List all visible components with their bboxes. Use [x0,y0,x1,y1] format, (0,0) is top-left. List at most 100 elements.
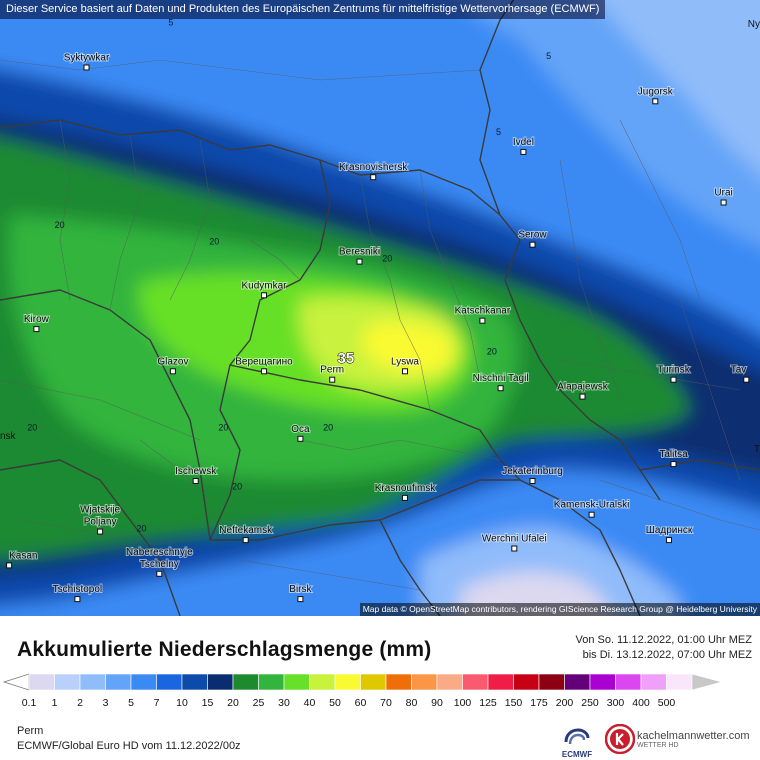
scale-swatch [360,673,387,691]
scale-tick-label: 20 [227,697,239,709]
scale-end-arrow [691,673,723,691]
scale-swatch [54,673,81,691]
scale-swatch [105,673,132,691]
city-label: Kasan [9,550,37,561]
forecast-period: Von So. 11.12.2022, 01:00 Uhr MEZ bis Di… [575,633,752,663]
city-marker[interactable]: Kasan [6,549,38,569]
city-label: Perm [320,365,344,376]
scale-tick-label: 300 [606,697,625,709]
city-label: Jekaterinburg [502,466,563,477]
legend-title: Akkumulierte Niederschlagsmenge (mm) [17,638,432,661]
city-marker[interactable]: Kamensk-Uralski [553,499,630,518]
city-label: Tschistopol [53,584,102,595]
scale-swatch [513,673,540,691]
scale-swatch [538,673,565,691]
city-dot [588,511,595,518]
scale-swatch [487,673,514,691]
city-marker[interactable]: Jekaterinburg [501,465,564,484]
ecmwf-service-banner: Dieser Service basiert auf Daten und Pro… [0,0,606,19]
city-label: Ischewsk [175,466,217,477]
city-marker[interactable]: Neftekamsk [218,524,274,544]
city-marker[interactable]: Alapajewsk [556,381,610,400]
scale-tick-label: 100 [453,697,472,709]
brand-name[interactable]: kachelmannwetter.com [637,730,750,742]
scale-swatch [79,673,106,691]
edge-label: T [754,444,760,455]
city-marker[interactable]: Krasnoufimsk [374,482,437,501]
city-dot [97,528,104,535]
scale-swatch [130,673,157,691]
contour-label: 20 [382,254,392,264]
city-dot [74,596,81,603]
scale-swatch [258,673,285,691]
city-marker[interactable]: Talitsa [658,448,689,468]
map-attribution[interactable]: Map data © OpenStreetMap contributors, r… [359,603,760,616]
city-marker[interactable]: Krasnovishersk [338,161,409,181]
city-marker[interactable]: Syktywkar [63,52,111,71]
city-marker[interactable]: Werchni Ufalei [481,533,548,552]
city-marker[interactable]: Nischni Tagil [472,372,530,392]
city-dot [529,241,536,248]
city-label: Krasnoufimsk [375,483,437,494]
contour-label: 20 [137,524,147,534]
scale-swatch [615,673,642,691]
city-marker[interactable]: Katschkanar [454,305,512,324]
edge-labels: Ny nsk T [0,19,760,455]
scale-tick-label: 30 [278,697,290,709]
city-marker[interactable]: Tav [730,364,750,383]
scale-swatch [156,673,183,691]
city-marker[interactable]: Birsk [288,583,314,603]
scale-tick-label: 150 [504,697,523,709]
scale-tick-label: 5 [128,697,134,709]
city-marker[interactable]: Tschistopol [52,583,103,603]
city-marker[interactable]: Serow [517,229,548,248]
city-marker[interactable]: Верещагино [234,355,294,375]
contour-label: 20 [487,346,497,356]
scale-tick-labels: 0.1 1 2 3 5 7 10 15 20 25 30 40 50 60 70 80 90 100 125 150 1… [0,697,760,711]
scale-tick-label: 60 [354,697,367,709]
city-label: Шадринск [646,525,693,536]
city-label: Beresniki [339,247,380,258]
contour-label: 20 [218,422,228,432]
scale-tick-label: 90 [431,697,443,709]
city-marker[interactable]: Ivdel [512,136,535,155]
scale-tick-label: 25 [252,697,265,709]
city-label: Kudymkar [241,280,287,291]
contour-label: 20 [232,481,242,491]
city-label: Glazov [157,356,188,367]
city-marker[interactable]: Lyswa [390,355,420,375]
scale-tick-label: 80 [405,697,418,709]
scale-tick-label: 70 [380,697,392,709]
city-dot [529,478,536,484]
city-marker[interactable]: Perm [319,364,345,383]
location-label: Perm [17,725,44,737]
city-marker[interactable]: Glazov [156,355,189,375]
city-dot [156,570,163,577]
scale-swatch [589,673,616,691]
kachelmann-logo[interactable] [604,723,636,759]
city-dot [33,326,40,333]
city-marker[interactable]: Oca [290,423,311,442]
scale-tick-label: 7 [153,697,160,709]
precipitation-map[interactable]: 5 5 5 20 20 20 20 20 20 20 20 20 Syktywkar Krasnovis… [0,0,760,616]
model-run-label: ECMWF/Global Euro HD vom 11.12.2022/00z [17,740,241,752]
city-marker[interactable]: Urai [713,187,734,206]
city-marker[interactable]: Turinsk [656,364,692,383]
city-marker[interactable]: Kirow [23,313,51,333]
city-label: Jugorsk [638,86,674,97]
city-marker[interactable]: Ischewsk [174,465,218,484]
city-label: Lyswa [391,356,419,367]
city-marker[interactable]: Beresniki [338,246,381,265]
city-marker[interactable]: Jugorsk [637,85,675,105]
city-marker[interactable]: Kudymkar [240,279,288,299]
city-dot [169,368,176,375]
contour-label: 20 [27,422,37,432]
scale-swatch [309,673,336,691]
city-marker[interactable]: Шадринск [645,524,694,544]
city-dot [370,174,377,181]
scale-tick-label: 125 [479,697,497,709]
contour-label: 5 [496,127,501,137]
period-to: bis Di. 13.12.2022, 07:00 Uhr MEZ [582,649,752,661]
